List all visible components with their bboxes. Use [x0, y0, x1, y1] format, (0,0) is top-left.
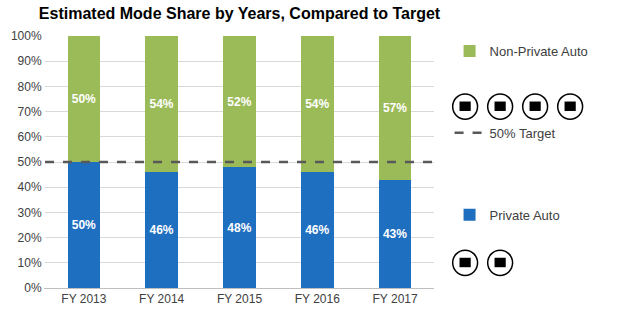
- svg-text:20%: 20%: [18, 231, 42, 245]
- svg-text:100%: 100%: [11, 29, 42, 43]
- svg-text:50% Target: 50% Target: [490, 126, 556, 141]
- svg-text:52%: 52%: [227, 95, 251, 109]
- svg-text:40%: 40%: [18, 180, 42, 194]
- svg-text:Non-Private Auto: Non-Private Auto: [490, 44, 588, 59]
- svg-text:Estimated Mode Share by Years,: Estimated Mode Share by Years, Compared …: [39, 5, 441, 22]
- svg-text:80%: 80%: [18, 80, 42, 94]
- svg-text:FY 2016: FY 2016: [295, 292, 340, 306]
- svg-text:FY 2013: FY 2013: [61, 292, 106, 306]
- svg-text:FY 2014: FY 2014: [139, 292, 184, 306]
- svg-text:54%: 54%: [305, 97, 329, 111]
- svg-text:43%: 43%: [383, 227, 407, 241]
- svg-text:FY 2015: FY 2015: [217, 292, 262, 306]
- svg-text:54%: 54%: [150, 97, 174, 111]
- svg-text:70%: 70%: [18, 105, 42, 119]
- svg-text:Private Auto: Private Auto: [490, 208, 560, 223]
- svg-text:30%: 30%: [18, 206, 42, 220]
- svg-text:57%: 57%: [383, 101, 407, 115]
- svg-text:60%: 60%: [18, 130, 42, 144]
- svg-text:48%: 48%: [227, 221, 251, 235]
- svg-text:90%: 90%: [18, 54, 42, 68]
- svg-text:46%: 46%: [150, 223, 174, 237]
- svg-text:10%: 10%: [18, 256, 42, 270]
- svg-text:50%: 50%: [72, 92, 96, 106]
- svg-text:50%: 50%: [72, 218, 96, 232]
- svg-text:0%: 0%: [24, 281, 42, 295]
- svg-text:46%: 46%: [305, 223, 329, 237]
- svg-text:50%: 50%: [18, 155, 42, 169]
- svg-text:FY 2017: FY 2017: [373, 292, 418, 306]
